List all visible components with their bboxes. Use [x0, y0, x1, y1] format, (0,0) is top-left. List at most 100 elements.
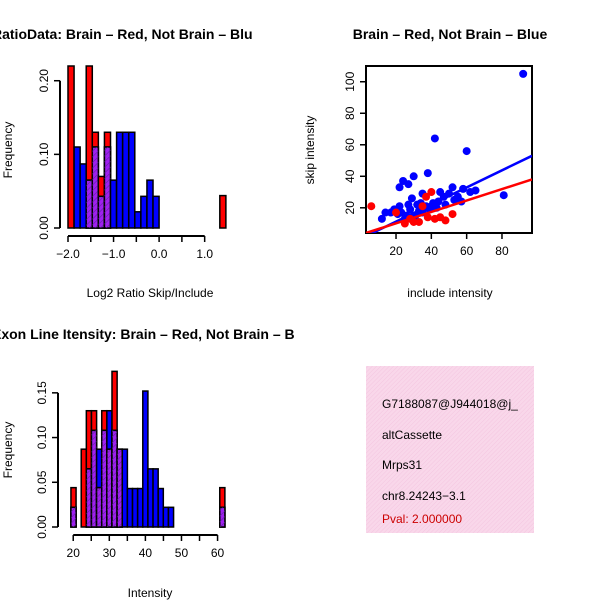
scatter-x-tick-label: 40 — [425, 244, 439, 258]
scatter-point-notbrain — [499, 191, 508, 200]
intensity-hist-y-tick-label: 0.15 — [35, 381, 49, 405]
intensity-hist-x-tick-label: 50 — [175, 546, 189, 560]
scatter-x-tick-label: 60 — [460, 244, 474, 258]
ratio-hist-bar-notbrain — [115, 131, 124, 229]
intensity-hist-bar-overlap-hatch — [219, 507, 225, 527]
scatter-x-tick-label: 80 — [495, 244, 509, 258]
scatter-point-notbrain — [399, 177, 408, 186]
scatter-y-tick-label: 40 — [343, 169, 357, 183]
ratio-hist-bar-notbrain — [140, 195, 148, 229]
info-event: altCassette — [382, 428, 442, 442]
ratio-hist-x-tick-label: −2.0 — [56, 247, 80, 261]
ratio-hist-x-tick-label: 1.0 — [196, 247, 213, 261]
fit-line-brain — [366, 178, 532, 233]
scatter-clipped — [366, 69, 532, 233]
scatter-marks — [366, 69, 532, 233]
ratio-hist-y-tick-label: 0.20 — [37, 69, 51, 93]
intensity-hist-bar-notbrain — [142, 390, 149, 528]
ratio-hist-x-tick-label: −1.0 — [102, 247, 126, 261]
scatter-x-tick-label: 20 — [389, 244, 403, 258]
intensity-hist-y-tick-label: 0.10 — [35, 426, 49, 450]
ratio-hist-y-tick-label: 0.10 — [37, 142, 51, 166]
ratio-hist-bar-overlap-hatch — [98, 196, 105, 228]
scatter-point-brain — [430, 214, 439, 223]
intensity-histogram-xlabel: Intensity — [128, 586, 173, 600]
scatter-point-notbrain — [406, 205, 415, 214]
scatter-y-tick-label: 60 — [343, 138, 357, 152]
intensity-hist-y-tick-label: 0.00 — [35, 515, 49, 539]
intensity-hist-bar-notbrain — [136, 487, 144, 528]
ratio-hist-x-tick-label: 0.0 — [151, 247, 168, 261]
scatter-point-brain — [418, 202, 427, 211]
scatter-point-brain — [427, 188, 436, 197]
ratio-hist-bar-brain — [219, 194, 227, 229]
scatter-point-brain — [392, 208, 401, 217]
scatter-point-brain — [409, 217, 418, 226]
intensity-hist-bar-notbrain — [126, 487, 134, 528]
intensity-hist-bar-overlap-hatch — [91, 430, 97, 527]
intensity-hist-bar-notbrain — [157, 487, 165, 528]
intensity-histogram: Exon Line Itensity: Brain – Red, Not Bra… — [0, 326, 295, 600]
ratio-histogram: RatioData: Brain – Red, Not Brain – Blu … — [0, 26, 253, 300]
ratio-histogram-title: RatioData: Brain – Red, Not Brain – Blu — [0, 26, 253, 42]
scatter-point-notbrain — [430, 134, 439, 143]
intensity-scatter-title: Brain – Red, Not Brain – Blue — [353, 26, 548, 42]
scatter-point-brain — [423, 213, 432, 222]
info-panel-texture — [366, 366, 534, 533]
intensity-scatter: Brain – Red, Not Brain – Blue 20 40 60 8020… — [303, 26, 547, 300]
intensity-histogram-title: Exon Line Itensity: Brain – Red, Not Bra… — [0, 326, 295, 342]
scatter-point-brain — [422, 192, 431, 201]
scatter-point-notbrain — [471, 186, 480, 195]
ratio-hist-bar-notbrain — [152, 195, 160, 229]
ratio-hist-bar-overlap-hatch — [92, 147, 99, 228]
intensity-histogram-axes: 20 30 40 50 60 0.00 0.05 0.10 0.15 — [35, 381, 225, 560]
ratio-hist-bar-notbrain — [79, 163, 87, 229]
info-panel: G7188087@J944018@j_ altCassette Mrps31 c… — [366, 366, 534, 533]
intensity-hist-x-tick-label: 20 — [67, 546, 81, 560]
intensity-hist-bar-notbrain — [121, 448, 129, 528]
scatter-point-notbrain — [409, 172, 418, 181]
ratio-hist-bar-notbrain — [109, 179, 118, 229]
info-pval: Pval: 2.000000 — [382, 512, 462, 526]
scatter-plot-box — [365, 65, 533, 234]
ratio-hist-bar-overlap-hatch — [86, 180, 93, 228]
ratio-hist-bar-notbrain — [121, 131, 130, 229]
intensity-hist-bar-notbrain — [131, 487, 139, 528]
intensity-hist-x-tick-label: 40 — [139, 546, 153, 560]
scatter-axes: 20 40 60 80 20 40 60 80 100 — [343, 71, 509, 258]
intensity-hist-x-tick-label: 30 — [103, 546, 117, 560]
info-gene: Mrps31 — [382, 458, 422, 472]
intensity-hist-bar-notbrain — [152, 468, 159, 528]
intensity-histogram-bars — [70, 370, 226, 528]
intensity-hist-bar-overlap-hatch — [117, 449, 123, 527]
intensity-hist-bar-overlap-hatch — [86, 468, 92, 527]
scatter-point-notbrain — [448, 183, 457, 192]
scatter-y-tick-label: 80 — [343, 106, 357, 120]
scatter-point-notbrain — [450, 195, 459, 204]
scatter-point-brain — [367, 202, 376, 211]
scatter-point-notbrain — [519, 69, 528, 78]
ratio-hist-bar-notbrain — [146, 179, 154, 229]
ratio-hist-bar-brain — [67, 65, 75, 229]
intensity-histogram-ylabel: Frequency — [1, 422, 15, 479]
ratio-hist-bar-notbrain — [127, 131, 136, 229]
intensity-hist-y-tick-label: 0.05 — [35, 470, 49, 494]
intensity-hist-bar-overlap-hatch — [101, 430, 107, 527]
scatter-point-brain — [441, 216, 450, 225]
scatter-point-notbrain — [423, 169, 432, 178]
scatter-ylabel: skip intensity — [303, 116, 317, 185]
intensity-hist-bar-overlap-hatch — [96, 487, 102, 527]
scatter-point-brain — [448, 210, 457, 219]
ratio-hist-y-tick-label: 0.00 — [37, 216, 51, 240]
intensity-hist-bar-overlap-hatch — [70, 507, 77, 527]
intensity-hist-bar-overlap-hatch — [106, 449, 112, 527]
ratio-hist-bar-overlap-hatch — [104, 147, 111, 228]
scatter-xlabel: include intensity — [407, 286, 492, 300]
scatter-y-tick-label: 100 — [343, 71, 357, 91]
info-probe: G7188087@J944018@j_ — [382, 397, 518, 411]
scatter-y-tick-label: 20 — [343, 201, 357, 215]
scatter-point-notbrain — [377, 214, 386, 223]
info-location: chr8.24243−3.1 — [382, 489, 466, 503]
intensity-hist-bar-notbrain — [162, 506, 170, 528]
